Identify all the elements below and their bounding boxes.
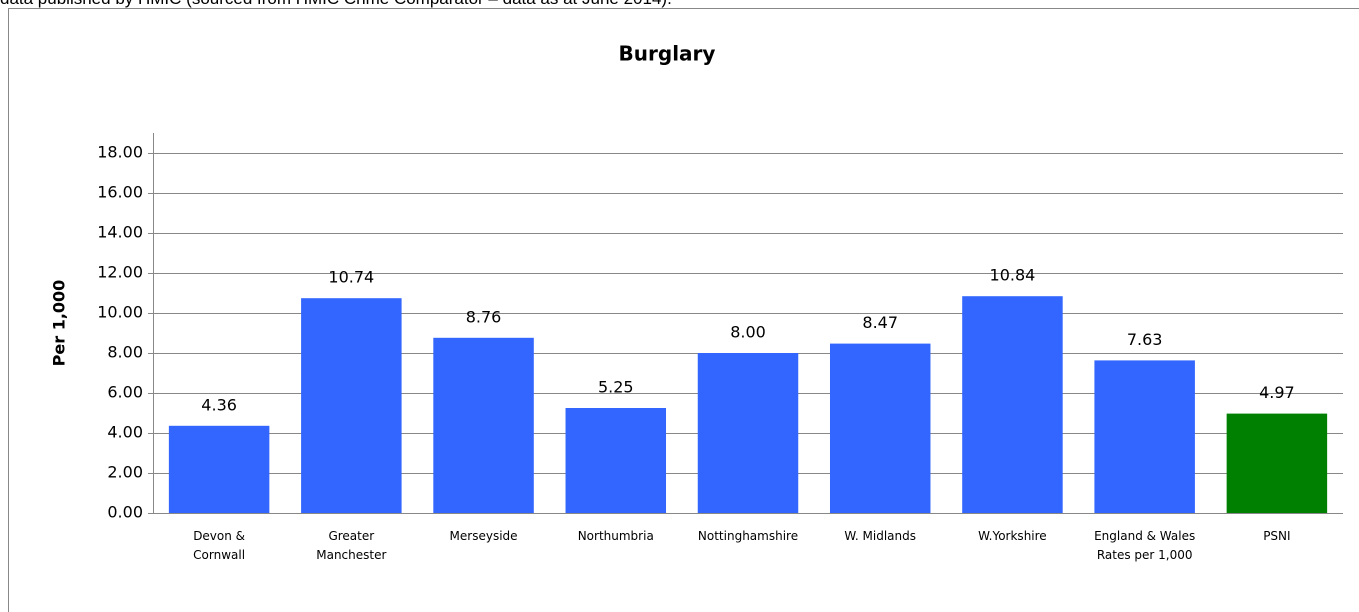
y-tick-label: 14.00 (97, 223, 143, 242)
x-tick-label: W.Yorkshire (978, 529, 1047, 543)
bar (433, 337, 534, 513)
bar (697, 353, 799, 513)
data-label: 4.97 (1259, 383, 1295, 402)
y-tick-label: 0.00 (107, 503, 143, 522)
bar (1226, 413, 1328, 513)
y-axis-label: Per 1,000 (50, 280, 69, 367)
x-tick-label: Merseyside (449, 529, 518, 543)
x-tick-label: England & Wales Rates per 1,000 (1094, 529, 1196, 562)
y-tick-label: 4.00 (107, 423, 143, 442)
y-tick-label: 12.00 (97, 263, 143, 282)
x-tick-label: Devon & Cornwall (193, 529, 246, 562)
y-tick-label: 6.00 (107, 383, 143, 402)
bar (1094, 360, 1195, 513)
x-tick-label: W. Midlands (844, 529, 917, 543)
bar (168, 425, 270, 513)
data-label: 10.84 (990, 266, 1036, 285)
bar (301, 298, 402, 513)
chart-border (8, 8, 1359, 612)
data-label: 8.00 (730, 323, 766, 342)
y-tick-label: 10.00 (97, 303, 143, 322)
chart-title: Burglary (619, 42, 716, 66)
bar (829, 343, 931, 513)
y-tick-label: 18.00 (97, 143, 143, 162)
caption: data published by HMIC (sourced from HMI… (0, 0, 672, 9)
y-tick-label: 8.00 (107, 343, 143, 362)
x-tick-label: Northumbria (577, 529, 654, 543)
bar (565, 408, 667, 513)
y-tick-label: 16.00 (97, 183, 143, 202)
data-label: 8.47 (862, 313, 898, 332)
data-label: 5.25 (598, 378, 634, 397)
data-label: 7.63 (1127, 330, 1163, 349)
y-tick-label: 2.00 (107, 463, 143, 482)
x-tick-label: Nottinghamshire (697, 529, 799, 543)
data-label: 10.74 (328, 268, 374, 287)
data-label: 8.76 (466, 307, 502, 326)
data-label: 4.36 (201, 395, 237, 414)
x-tick-label: Greater Manchester (316, 529, 387, 562)
bar (962, 296, 1063, 513)
x-tick-label: PSNI (1263, 529, 1291, 543)
